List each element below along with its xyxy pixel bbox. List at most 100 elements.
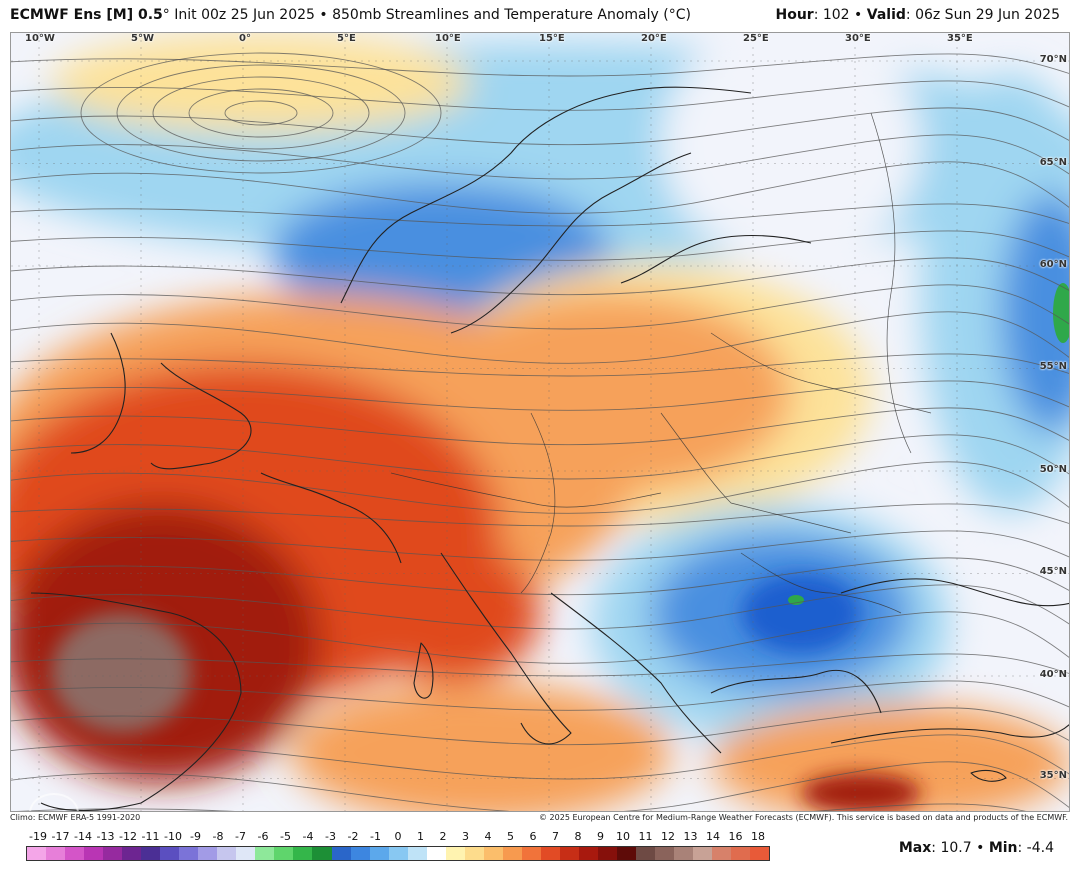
- black-sea-coast: [840, 578, 1069, 607]
- lon-tick: 25°E: [743, 33, 769, 44]
- lon-tick: 10°E: [435, 33, 461, 44]
- streamline-eddy: [80, 52, 442, 174]
- streamline: [11, 80, 1069, 111]
- climo-note: Climo: ECMWF ERA-5 1991-2020: [10, 813, 141, 822]
- streamline: [11, 311, 1069, 364]
- coastlines: [30, 86, 1069, 811]
- lat-tick: 35°N: [1039, 770, 1067, 781]
- max-min-readout: Max: 10.7 • Min: -4.4: [899, 840, 1054, 856]
- anomaly-cores: [51, 573, 921, 811]
- streamline-eddy: [116, 64, 406, 162]
- anomaly-map[interactable]: 10°W 5°W 0° 5°E 10°E 15°E 20°E 25°E 30°E…: [10, 32, 1070, 812]
- legend-label: -17: [51, 830, 70, 843]
- legend-label: 9: [597, 830, 604, 843]
- corsica-sardinia: [413, 642, 434, 699]
- legend-label: 13: [683, 830, 698, 843]
- legend-label: 5: [507, 830, 514, 843]
- streamline: [11, 557, 1069, 596]
- legend-swatch: [636, 847, 656, 860]
- legend-swatch: [179, 847, 199, 860]
- border-romania: [740, 552, 902, 614]
- lat-tick: 45°N: [1039, 566, 1067, 577]
- neutral-patch-finland: [661, 33, 921, 263]
- legend-swatch: [236, 847, 256, 860]
- legend-label: -3: [325, 830, 336, 843]
- valid-separator: •: [849, 7, 867, 23]
- legend-label: 18: [751, 830, 765, 843]
- legend-swatch: [502, 847, 522, 860]
- legend-swatch: [674, 847, 694, 860]
- header: ECMWF Ens [M] 0.5° Init 00z 25 Jun 2025 …: [0, 0, 1080, 32]
- legend-label: 8: [574, 830, 582, 843]
- legend-label: -6: [257, 830, 269, 843]
- legend-swatch: [597, 847, 617, 860]
- lon-tick: 15°E: [539, 33, 565, 44]
- green-pocket-east: [1053, 283, 1069, 343]
- legend-swatch: [540, 847, 560, 860]
- legend-swatch: [559, 847, 579, 860]
- legend-swatch: [65, 847, 85, 860]
- legend-labels: -19 -17 -14 -13 -12 -11 -10 -9 -8 -7 -6 -5 -4 -3 -2 -1 0…: [26, 830, 770, 844]
- ireland-coast: [70, 332, 126, 454]
- legend-swatch: [331, 847, 351, 860]
- legend-swatch: [731, 847, 751, 860]
- streamline: [11, 203, 1069, 227]
- legend-swatch: [198, 847, 218, 860]
- streamline-eddy: [188, 88, 334, 138]
- italy-coast: [440, 552, 572, 745]
- legend-label: -14: [74, 830, 92, 843]
- legend-label: -10: [164, 830, 182, 843]
- border-central: [390, 472, 662, 508]
- legend-swatch: [27, 847, 47, 860]
- lat-tick: 40°N: [1039, 669, 1067, 680]
- legend-swatch: [141, 847, 161, 860]
- legend-swatch: [103, 847, 123, 860]
- warm-patch-northwest: [51, 33, 471, 133]
- streamline: [11, 407, 1069, 446]
- title-separator: •: [314, 7, 333, 23]
- map-canvas: [11, 33, 1069, 811]
- streamline: [11, 284, 1069, 330]
- lon-tick: 20°E: [641, 33, 667, 44]
- border-germany-east: [520, 412, 556, 594]
- neutral-black-sea: [971, 563, 1069, 663]
- cold-patch-east: [1001, 193, 1069, 433]
- legend-label: -5: [280, 830, 291, 843]
- streamline: [11, 680, 1069, 711]
- legend-label: -11: [141, 830, 160, 843]
- streamline: [17, 803, 1027, 811]
- legend-swatch: [160, 847, 180, 860]
- max-label: Max: [898, 840, 932, 856]
- turkey-south-coast: [830, 724, 1069, 744]
- legend-swatch: [483, 847, 503, 860]
- borders: [390, 112, 932, 614]
- streamline: [11, 434, 1069, 480]
- legend-swatch: [369, 847, 389, 860]
- min-label: Min: [988, 840, 1018, 856]
- degree-symbol: °: [162, 7, 170, 23]
- legend-label: 4: [484, 830, 492, 843]
- streamline: [11, 257, 1069, 296]
- hot-italy: [361, 543, 541, 683]
- color-legend: -19 -17 -14 -13 -12 -11 -10 -9 -8 -7 -6 -5 -4 -3 -2 -1 0…: [26, 830, 770, 864]
- legend-label: 11: [638, 830, 653, 843]
- legend-swatch: [655, 847, 675, 860]
- legend-label: -19: [29, 830, 47, 843]
- lon-tick: 5°W: [131, 33, 154, 44]
- legend-swatch: [407, 847, 427, 860]
- streamline-eddy: [152, 76, 370, 150]
- streamline: [11, 107, 1069, 146]
- streamline: [11, 503, 1069, 527]
- product-name: 850mb Streamlines and Temperature Anomal…: [332, 7, 691, 23]
- legend-label: 16: [728, 830, 743, 843]
- legend-swatch: [750, 847, 770, 860]
- legend-swatch: [46, 847, 66, 860]
- streamline-eddy: [224, 100, 298, 126]
- border-russia-west: [870, 112, 912, 454]
- legend-swatch: [464, 847, 484, 860]
- legend-colorbar: [26, 846, 770, 861]
- lon-tick: 35°E: [947, 33, 973, 44]
- lat-tick: 65°N: [1039, 157, 1067, 168]
- legend-label: 3: [462, 830, 469, 843]
- legend-label: 12: [661, 830, 675, 843]
